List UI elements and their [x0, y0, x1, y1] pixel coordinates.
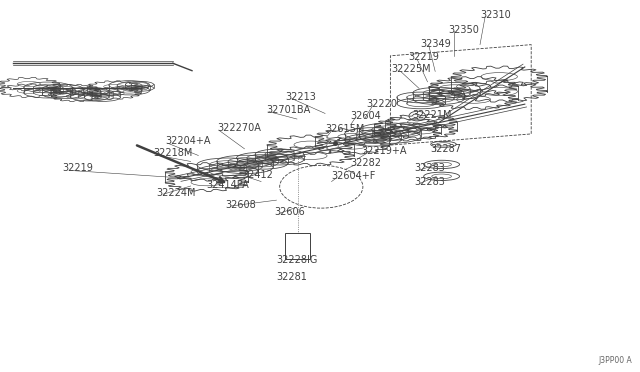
Text: 32283: 32283	[415, 177, 445, 186]
Text: 32228IG: 32228IG	[276, 255, 318, 264]
Text: 32615M: 32615M	[325, 125, 365, 134]
Text: 32219: 32219	[408, 52, 439, 61]
Text: 32204+A: 32204+A	[165, 137, 211, 146]
Text: 322270A: 322270A	[218, 124, 262, 133]
Text: 32225M: 32225M	[392, 64, 431, 74]
Text: 32283: 32283	[415, 163, 445, 173]
Text: 32213: 32213	[285, 92, 316, 102]
Text: 32604+F: 32604+F	[332, 171, 376, 180]
Text: 32221M: 32221M	[413, 110, 452, 120]
Text: 32350: 32350	[448, 25, 479, 35]
Text: 32220: 32220	[366, 99, 397, 109]
Text: 32701BA: 32701BA	[266, 105, 310, 115]
Text: 32224M: 32224M	[157, 188, 196, 198]
Text: 32287: 32287	[430, 144, 461, 154]
Text: 32349: 32349	[420, 39, 451, 49]
Text: 32282: 32282	[350, 158, 381, 168]
Text: J3PP00 A: J3PP00 A	[598, 356, 632, 365]
Text: 32604: 32604	[350, 111, 381, 121]
Text: 32281: 32281	[276, 272, 307, 282]
Text: 32414PA: 32414PA	[206, 180, 249, 190]
Text: 32218M: 32218M	[154, 148, 193, 158]
Text: 32310: 32310	[480, 10, 511, 20]
Text: 32608: 32608	[225, 200, 256, 209]
Text: 32219: 32219	[63, 163, 93, 173]
Text: 32606: 32606	[274, 207, 305, 217]
Text: 32219+A: 32219+A	[362, 146, 407, 155]
Text: 32412: 32412	[242, 170, 273, 180]
